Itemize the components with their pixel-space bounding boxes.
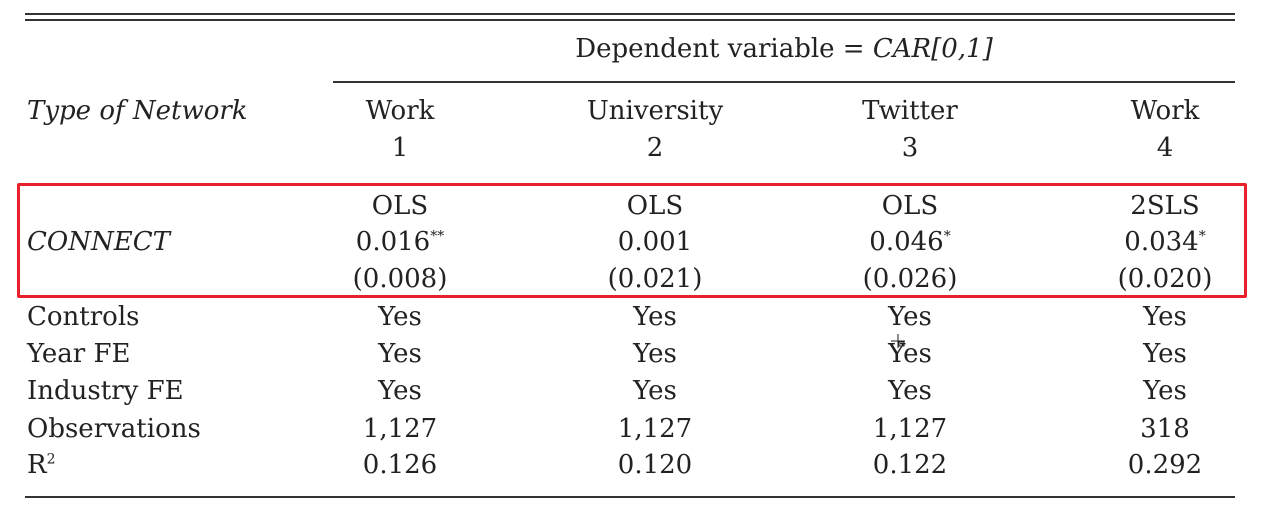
column-group-rule [333,81,1235,83]
col-3-number: 3 [901,133,919,163]
dependent-variable-header: Dependent variable = CAR[0,1] [575,34,993,64]
controls-col-4: Yes [1143,302,1187,332]
col-1-network: Work [365,96,435,126]
bottom-rule [25,496,1235,498]
connect-label: CONNECT [27,227,170,257]
col-3-method: OLS [881,191,939,221]
controls-col-3: Yes [888,302,932,332]
col-1-number: 1 [391,133,409,163]
year-fe-col-1: Yes [378,339,422,369]
col-4-se: (0.020) [1117,264,1213,294]
col-1-coef: 0.016** [355,227,445,257]
industry-fe-label: Industry FE [27,376,184,406]
r-squared-col-2: 0.120 [617,450,693,480]
observations-col-3: 1,127 [872,414,948,444]
observations-col-1: 1,127 [362,414,438,444]
col-2-method: OLS [626,191,684,221]
col-3-stars: * [943,228,951,245]
highlight-box [17,183,1247,298]
col-2-se: (0.021) [607,264,703,294]
col-1-se: (0.008) [352,264,448,294]
observations-label: Observations [27,414,201,444]
year-fe-col-3: Yes [888,339,932,369]
col-2-coef: 0.001 [617,227,693,257]
crosshair-cursor-icon [891,334,905,348]
industry-fe-col-4: Yes [1143,376,1187,406]
r-squared-label: R2 [27,450,56,480]
industry-fe-col-3: Yes [888,376,932,406]
controls-col-1: Yes [378,302,422,332]
controls-col-2: Yes [633,302,677,332]
col-2-network: University [586,96,724,126]
col-1-method: OLS [371,191,429,221]
industry-fe-col-2: Yes [633,376,677,406]
year-fe-col-4: Yes [1143,339,1187,369]
top-rule-1 [25,13,1235,15]
col-2-number: 2 [646,133,664,163]
type-of-network-label: Type of Network [27,96,248,126]
col-1-stars: ** [430,228,445,245]
col-3-network: Twitter [862,96,958,126]
industry-fe-col-1: Yes [378,376,422,406]
col-3-coef: 0.046* [869,227,951,257]
col-4-coef: 0.034* [1124,227,1206,257]
controls-label: Controls [27,302,140,332]
col-4-network: Work [1130,96,1200,126]
r-squared-col-1: 0.126 [362,450,438,480]
r-squared-col-4: 0.292 [1127,450,1203,480]
r-squared-col-3: 0.122 [872,450,948,480]
observations-col-4: 318 [1140,414,1190,444]
col-4-number: 4 [1156,133,1174,163]
top-rule-2 [25,19,1235,21]
year-fe-col-2: Yes [633,339,677,369]
col-4-method: 2SLS [1130,191,1200,221]
year-fe-label: Year FE [27,339,131,369]
observations-col-2: 1,127 [617,414,693,444]
col-3-se: (0.026) [862,264,958,294]
col-4-stars: * [1198,228,1206,245]
